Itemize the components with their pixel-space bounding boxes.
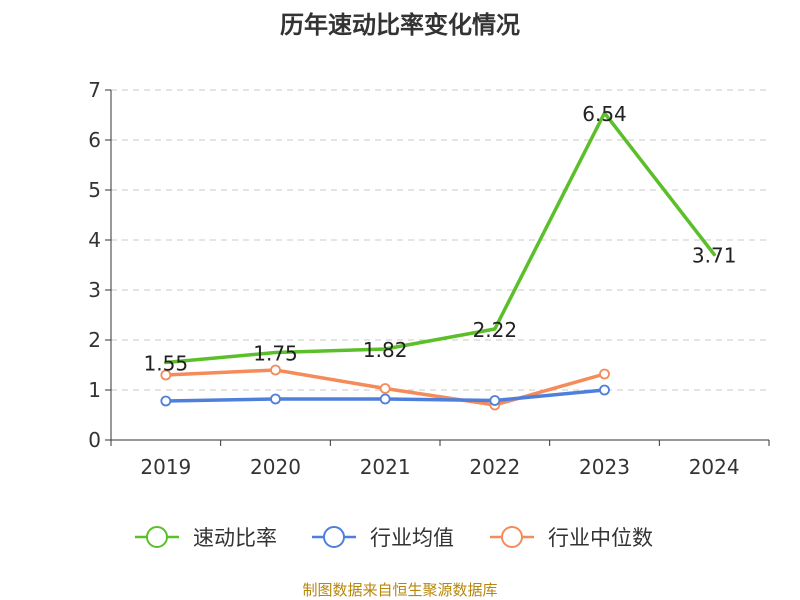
series-point (160, 395, 172, 407)
y-tick-label: 6 (88, 128, 101, 152)
data-label: 1.82 (363, 338, 408, 362)
series-point (160, 369, 172, 381)
data-label: 6.54 (582, 102, 627, 126)
legend-label: 行业中位数 (548, 526, 653, 550)
series-layer (160, 111, 716, 411)
series-point (599, 384, 610, 396)
y-tick-label: 5 (88, 178, 101, 202)
x-tick-label: 2024 (689, 455, 740, 479)
data-labels: 1.55 1.75 1.82 2.22 6.54 3.71 (144, 102, 737, 376)
series-point (379, 383, 391, 394)
y-tick-label: 1 (88, 378, 101, 402)
series-point (599, 368, 610, 380)
y-tick-label: 7 (88, 78, 101, 102)
source-note: 制图数据来自恒生聚源数据库 (302, 581, 497, 599)
data-label: 1.55 (144, 352, 189, 376)
legend-marker-icon (146, 526, 168, 548)
data-label: 3.71 (692, 244, 737, 268)
legend: 速动比率 行业均值 行业中位数 (135, 526, 653, 550)
x-tick-label: 2019 (140, 455, 191, 479)
chart-title: 历年速动比率变化情况 (280, 11, 520, 39)
x-tick-label: 2020 (250, 455, 301, 479)
series-point (270, 364, 281, 376)
x-tick-label: 2021 (360, 455, 411, 479)
x-tick-label: 2023 (579, 455, 630, 479)
x-tick-label: 2022 (469, 455, 520, 479)
legend-marker-icon (501, 526, 523, 548)
legend-marker-icon (323, 526, 345, 548)
grid-lines (111, 89, 769, 391)
legend-label: 行业均值 (370, 526, 454, 550)
y-tick-label: 0 (88, 428, 101, 452)
y-tick-label: 3 (88, 278, 101, 302)
series-point (379, 393, 391, 405)
legend-label: 速动比率 (193, 526, 277, 550)
data-label: 1.75 (253, 342, 298, 366)
y-tick-label: 4 (88, 228, 101, 252)
y-tick-label: 2 (88, 328, 101, 352)
axes: 0 1 2 3 4 5 6 7 2019 2020 2021 2022 2023 2024 (88, 78, 770, 479)
series-line-0 (164, 111, 716, 365)
series-point (270, 393, 281, 405)
series-point (489, 395, 501, 406)
data-label: 2.22 (473, 318, 518, 342)
